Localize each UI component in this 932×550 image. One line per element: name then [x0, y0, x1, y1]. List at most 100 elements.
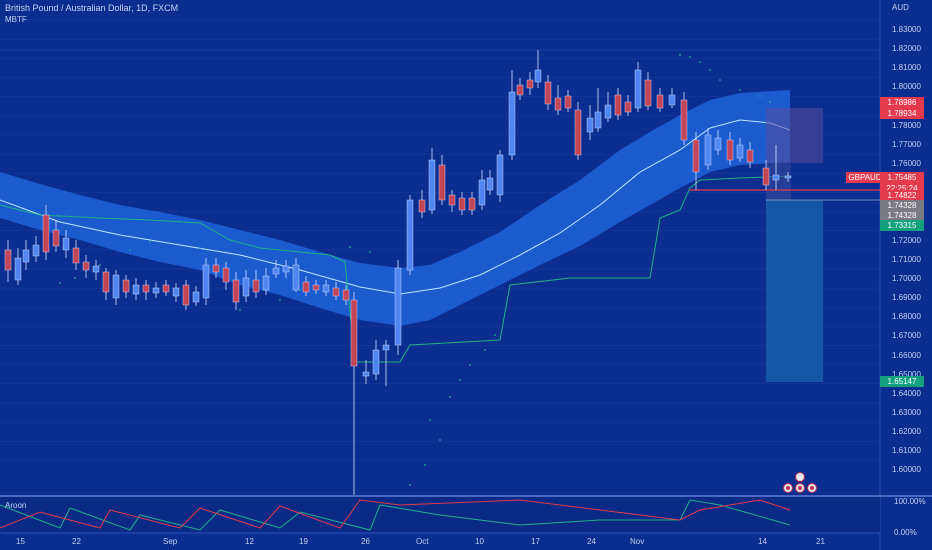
candle-body: [604, 104, 612, 119]
candle-body: [302, 281, 310, 293]
candle-body: [680, 99, 688, 141]
price-tick: 1.76000: [892, 159, 921, 169]
time-tick: Oct: [416, 537, 429, 546]
aroon-up-line: [0, 499, 791, 531]
candle-body: [92, 265, 100, 273]
candle-body: [142, 284, 150, 293]
price-tick: 1.71000: [892, 254, 921, 264]
price-tick: 1.70000: [892, 273, 921, 283]
sar-dot: [439, 439, 441, 441]
price-tick: 1.68000: [892, 312, 921, 322]
reward-zone: [766, 200, 823, 382]
candle-body: [262, 275, 270, 291]
candle-body: [458, 197, 466, 211]
candle-body: [406, 199, 414, 271]
candle-body: [468, 197, 476, 211]
price-tick: 1.78000: [892, 120, 921, 130]
time-tick: 17: [531, 537, 540, 546]
price-tick: 1.65000: [892, 369, 921, 379]
price-tick: 1.64000: [892, 388, 921, 398]
candle-body: [508, 91, 516, 156]
stop-line: [0, 175, 791, 363]
price-tick: 1.66000: [892, 350, 921, 360]
mid-tag-1: 1.74328: [880, 200, 924, 211]
candle-body: [418, 199, 426, 213]
price-tick: 1.67000: [892, 331, 921, 341]
price-tag-upper1: 1.78986: [880, 97, 924, 108]
candle-body: [394, 267, 402, 346]
countdown-tag: 22:25:24: [880, 183, 924, 194]
sar-dot: [469, 364, 471, 366]
candle-body: [726, 139, 734, 161]
candle-body: [614, 94, 622, 116]
candle-body: [554, 97, 562, 111]
time-tick: 24: [587, 537, 596, 546]
candle-body: [342, 289, 350, 301]
sar-dot: [494, 334, 496, 336]
candle-body: [72, 247, 80, 264]
sar-dot: [299, 289, 301, 291]
candle-body: [182, 284, 190, 306]
sar-dot: [279, 299, 281, 301]
price-tick: 1.72000: [892, 235, 921, 245]
sar-dot: [349, 246, 351, 248]
candle-body: [322, 284, 330, 293]
aroon-tick-100: 100.00%: [894, 497, 926, 506]
current-price-tag: 1.75485: [880, 172, 924, 183]
time-tick: 14: [758, 537, 767, 546]
candle-body: [122, 279, 130, 293]
candle-body: [172, 287, 180, 297]
event-flag-icon-dot: [786, 486, 790, 490]
candle-body: [586, 117, 594, 133]
candle-body: [272, 267, 280, 275]
candle-body: [526, 79, 534, 89]
sar-dot: [99, 264, 101, 266]
candle-body: [544, 81, 552, 105]
sar-dot: [484, 349, 486, 351]
candle-body: [292, 264, 300, 291]
price-tick: 1.83000: [892, 25, 921, 34]
candle-body: [192, 291, 200, 303]
candle-body: [714, 137, 722, 151]
sar-dot: [769, 101, 771, 103]
price-tick: 1.77000: [892, 139, 921, 149]
sar-dot: [199, 247, 201, 249]
candle-body: [486, 177, 494, 191]
candle-body: [534, 69, 542, 83]
candle-body: [232, 279, 240, 303]
sar-dot: [719, 79, 721, 81]
currency-label: AUD: [892, 3, 909, 12]
candle-body: [624, 101, 632, 113]
candle-body: [212, 264, 220, 273]
candle-body: [382, 344, 390, 351]
aroon-tick-0: 0.00%: [894, 528, 917, 537]
time-tick: 19: [299, 537, 308, 546]
candle-body: [42, 214, 50, 253]
candle-body: [772, 174, 780, 181]
event-flag-icon-dot: [810, 486, 814, 490]
candle-body: [22, 249, 30, 263]
sar-dot: [239, 309, 241, 311]
time-tick: 22: [72, 537, 81, 546]
time-tick: 26: [361, 537, 370, 546]
candle-body: [496, 154, 504, 196]
sar-dot: [679, 54, 681, 56]
candle-body: [52, 229, 60, 247]
candle-body: [4, 249, 12, 271]
price-tag-upper2: 1.78934: [880, 108, 924, 119]
candle-body: [102, 271, 110, 293]
candle-body: [656, 94, 664, 109]
candle-body: [312, 284, 320, 291]
price-tick: 1.61000: [892, 446, 921, 456]
candle-body: [14, 257, 22, 281]
time-tick: Nov: [630, 537, 645, 546]
aroon-down-line: [0, 499, 791, 529]
candle-body: [362, 371, 370, 377]
candle-body: [784, 175, 792, 179]
candle-body: [594, 111, 602, 129]
candle-body: [282, 265, 290, 273]
level-tag: 1.74822: [880, 190, 924, 201]
sar-dot: [429, 419, 431, 421]
